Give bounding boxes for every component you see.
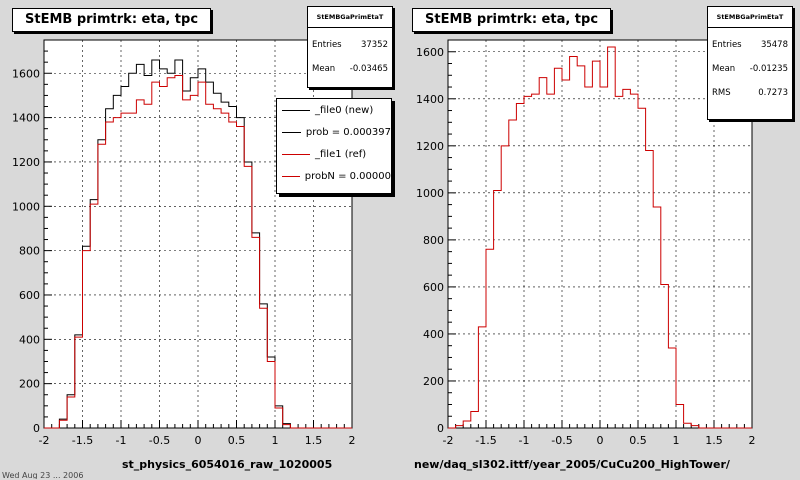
left-stats-entries-value: 37352	[360, 40, 388, 50]
legend-label-file0: _file0 (new)	[315, 104, 374, 116]
left-stats-name: StEMBGaPrimEtaT	[308, 7, 392, 28]
left-x-tick-label: 0.5	[228, 434, 246, 447]
legend-label-prob: prob = 0.000397	[305, 126, 391, 138]
legend-label-probn: probN = 0.00000	[304, 170, 391, 182]
right-y-tick-label: 1200	[416, 140, 444, 153]
right-y-tick-label: 400	[423, 328, 444, 341]
left-y-tick-label: 1400	[12, 112, 40, 125]
left-histogram-title: StEMB primtrk: eta, tpc	[12, 8, 212, 32]
right-stats-rms-row: RMS 0.7273	[708, 86, 792, 100]
legend-label-file1: _file1 (ref)	[315, 148, 367, 160]
right-x-tick-label: 1.5	[705, 434, 723, 447]
legend-entry-file1: _file1 (ref)	[277, 143, 391, 165]
right-stats-entries-label: Entries	[712, 40, 742, 50]
right-x-tick-label: 0	[597, 434, 604, 447]
left-y-tick-label: 1600	[12, 67, 40, 80]
left-y-tick-label: 400	[19, 333, 40, 346]
right-y-tick-label: 600	[423, 281, 444, 294]
legend-swatch-new	[282, 109, 310, 111]
left-x-tick-label: 2	[349, 434, 356, 447]
right-stats-mean-label: Mean	[712, 64, 736, 74]
footer-timestamp: Wed Aug 23 ... 2006	[2, 471, 84, 479]
right-x-axis-title: new/daq_sl302.ittf/year_2005/CuCu200_Hig…	[414, 458, 730, 471]
left-x-tick-label: 1	[272, 434, 279, 447]
left-y-tick-label: 0	[33, 422, 40, 435]
right-x-tick-label: -1.5	[475, 434, 496, 447]
legend-swatch-ref	[282, 153, 310, 155]
right-stats-name: StEMBGaPrimEtaT	[708, 7, 792, 28]
right-x-tick-label: -1	[519, 434, 530, 447]
left-y-tick-label: 1200	[12, 156, 40, 169]
right-plot-frame	[447, 39, 753, 429]
right-y-tick-label: 200	[423, 375, 444, 388]
left-series--file1-ref-	[44, 74, 352, 429]
left-x-tick-label: -1.5	[72, 434, 93, 447]
right-stats-mean-value: -0.01235	[749, 64, 788, 74]
right-x-tick-label: 1	[673, 434, 680, 447]
left-y-tick-label: 1000	[12, 200, 40, 213]
left-x-tick-label: 0	[195, 434, 202, 447]
left-x-axis-title: st_physics_6054016_raw_1020005	[122, 458, 333, 471]
right-y-tick-label: 1400	[416, 93, 444, 106]
left-x-tick-label: -1	[116, 434, 127, 447]
left-canvas-pad: -2 -1.5 -1 -0.5 0 0.5 1 1.5 2 0 200 400 600 800 1000 12…	[12, 6, 393, 471]
right-y-tick-label: 1600	[416, 46, 444, 59]
right-stats-box: StEMBGaPrimEtaT Entries 35478 Mean -0.01…	[707, 6, 793, 120]
right-stats-entries-value: 35478	[760, 40, 788, 50]
right-x-tick-label: -2	[443, 434, 454, 447]
legend-entry-probn: probN = 0.00000	[277, 165, 391, 187]
left-x-tick-label: -2	[39, 434, 50, 447]
left-stats-mean-label: Mean	[312, 64, 336, 74]
left-y-tick-label: 600	[19, 289, 40, 302]
left-stats-mean-value: -0.03465	[349, 64, 388, 74]
right-stats-rms-value: 0.7273	[758, 88, 788, 98]
right-x-tick-label: 0.5	[629, 434, 647, 447]
legend-entry-prob: prob = 0.000397	[277, 121, 391, 143]
right-y-tick-label: 800	[423, 234, 444, 247]
right-stats-mean-row: Mean -0.01235	[708, 62, 792, 76]
left-stats-box: StEMBGaPrimEtaT Entries 37352 Mean -0.03…	[307, 6, 393, 88]
right-histogram-plot[interactable]: -2 -1.5 -1 -0.5 0 0.5 1 1.5 2 0 200 400 600 800 1000 12…	[400, 0, 800, 460]
right-series-line	[448, 46, 752, 429]
right-stats-rms-label: RMS	[712, 88, 731, 98]
right-stats-entries-row: Entries 35478	[708, 38, 792, 52]
right-y-tick-label: 0	[437, 422, 444, 435]
left-y-tick-label: 800	[19, 245, 40, 258]
left-x-tick-label: -0.5	[149, 434, 170, 447]
left-stats-entries-label: Entries	[312, 40, 342, 50]
legend-entry-file0: _file0 (new)	[277, 99, 391, 121]
left-legend: _file0 (new) prob = 0.000397 _file1 (ref…	[276, 98, 392, 194]
left-series--file0-new-	[44, 59, 352, 429]
right-y-tick-label: 1000	[416, 187, 444, 200]
left-stats-entries-row: Entries 37352	[308, 38, 392, 52]
right-x-tick-label: -0.5	[551, 434, 572, 447]
left-stats-mean-row: Mean -0.03465	[308, 62, 392, 76]
left-x-tick-label: 1.5	[305, 434, 323, 447]
left-y-tick-label: 200	[19, 378, 40, 391]
legend-swatch-prob	[282, 131, 301, 133]
legend-swatch-probn	[282, 175, 300, 177]
right-canvas-pad: -2 -1.5 -1 -0.5 0 0.5 1 1.5 2 0 200 400 600 800 1000 12…	[400, 0, 800, 480]
right-histogram-title: StEMB primtrk: eta, tpc	[412, 8, 612, 32]
right-x-tick-label: 2	[749, 434, 756, 447]
